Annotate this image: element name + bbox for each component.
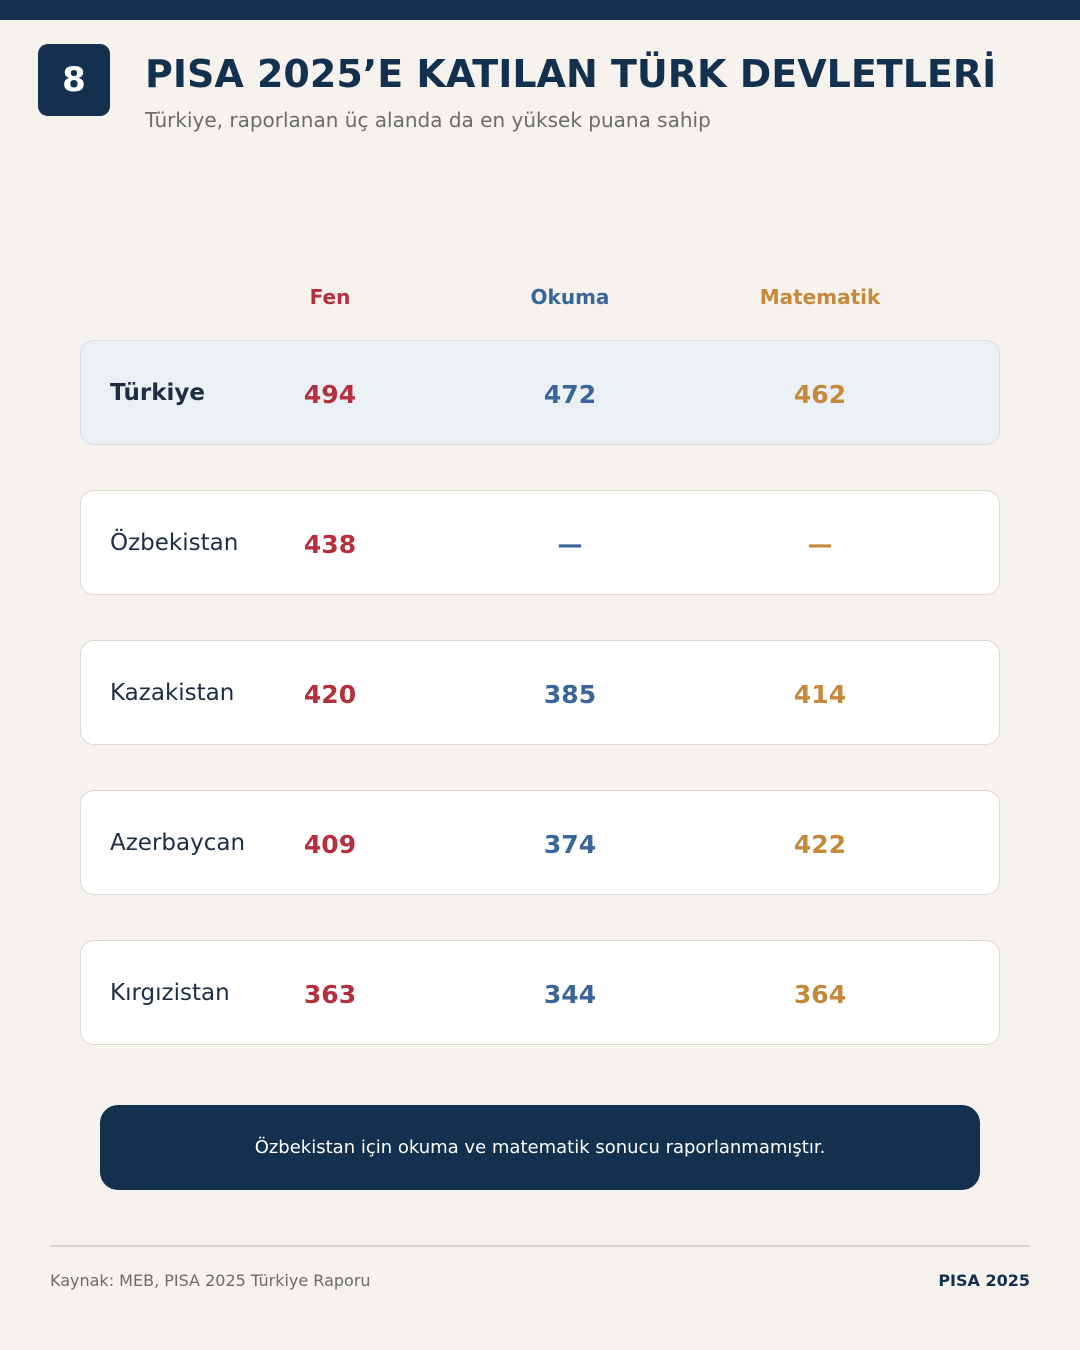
column-header: Okuma: [530, 285, 610, 309]
column-header: Matematik: [759, 285, 881, 309]
country-name: Azerbaycan: [110, 830, 246, 856]
brand: PISA 2025: [938, 1271, 1030, 1290]
score: —: [557, 530, 583, 559]
score: 385: [543, 680, 597, 709]
score: 420: [303, 680, 357, 709]
score: 494: [303, 380, 357, 409]
row-card: [80, 640, 1000, 745]
top-bar: [0, 0, 1080, 20]
row-card: [80, 940, 1000, 1045]
row-card: [80, 340, 1000, 445]
country-name: Kırgızistan: [110, 980, 230, 1006]
score: 364: [793, 980, 847, 1009]
score: 438: [303, 530, 357, 559]
row-card: [80, 790, 1000, 895]
country-name: Kazakistan: [110, 680, 235, 706]
score: 414: [793, 680, 847, 709]
title: PISA 2025’E KATILAN TÜRK DEVLETLERİ: [145, 52, 997, 96]
row-card: [80, 490, 1000, 595]
badge: 8: [38, 44, 110, 116]
subtitle: Türkiye, raporlanan üç alanda da en yüks…: [145, 108, 711, 132]
country-name: Türkiye: [110, 380, 205, 406]
score: —: [807, 530, 833, 559]
score: 374: [543, 830, 597, 859]
score: 409: [303, 830, 357, 859]
note: Özbekistan için okuma ve matematik sonuc…: [100, 1105, 980, 1190]
country-name: Özbekistan: [110, 530, 239, 556]
score: 344: [543, 980, 597, 1009]
score: 363: [303, 980, 357, 1009]
score: 462: [793, 380, 847, 409]
footer-rule: [50, 1245, 1030, 1247]
score: 472: [543, 380, 597, 409]
source: Kaynak: MEB, PISA 2025 Türkiye Raporu: [50, 1271, 371, 1290]
column-header: Fen: [309, 285, 351, 309]
score: 422: [793, 830, 847, 859]
